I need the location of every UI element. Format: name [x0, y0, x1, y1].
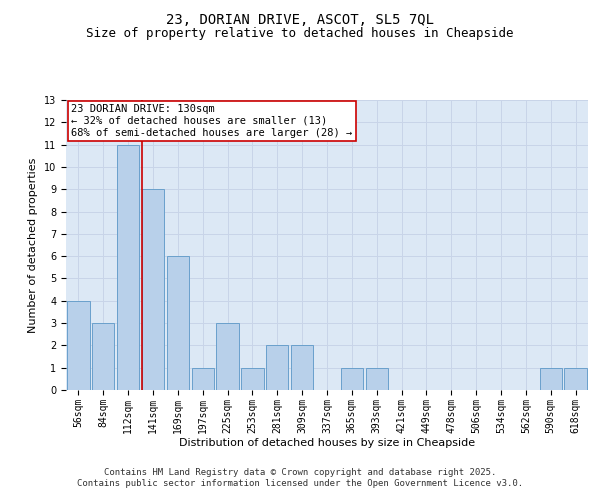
Bar: [117, 144, 139, 390]
Bar: [539, 368, 562, 390]
Bar: [92, 323, 115, 390]
Bar: [67, 301, 89, 390]
Bar: [365, 368, 388, 390]
Text: 23, DORIAN DRIVE, ASCOT, SL5 7QL: 23, DORIAN DRIVE, ASCOT, SL5 7QL: [166, 12, 434, 26]
X-axis label: Distribution of detached houses by size in Cheapside: Distribution of detached houses by size …: [179, 438, 475, 448]
Bar: [266, 346, 289, 390]
Bar: [217, 323, 239, 390]
Text: Contains HM Land Registry data © Crown copyright and database right 2025.
Contai: Contains HM Land Registry data © Crown c…: [77, 468, 523, 487]
Bar: [291, 346, 313, 390]
Bar: [191, 368, 214, 390]
Bar: [241, 368, 263, 390]
Bar: [167, 256, 189, 390]
Text: Size of property relative to detached houses in Cheapside: Size of property relative to detached ho…: [86, 28, 514, 40]
Y-axis label: Number of detached properties: Number of detached properties: [28, 158, 38, 332]
Bar: [142, 189, 164, 390]
Text: 23 DORIAN DRIVE: 130sqm
← 32% of detached houses are smaller (13)
68% of semi-de: 23 DORIAN DRIVE: 130sqm ← 32% of detache…: [71, 104, 352, 138]
Bar: [341, 368, 363, 390]
Bar: [565, 368, 587, 390]
